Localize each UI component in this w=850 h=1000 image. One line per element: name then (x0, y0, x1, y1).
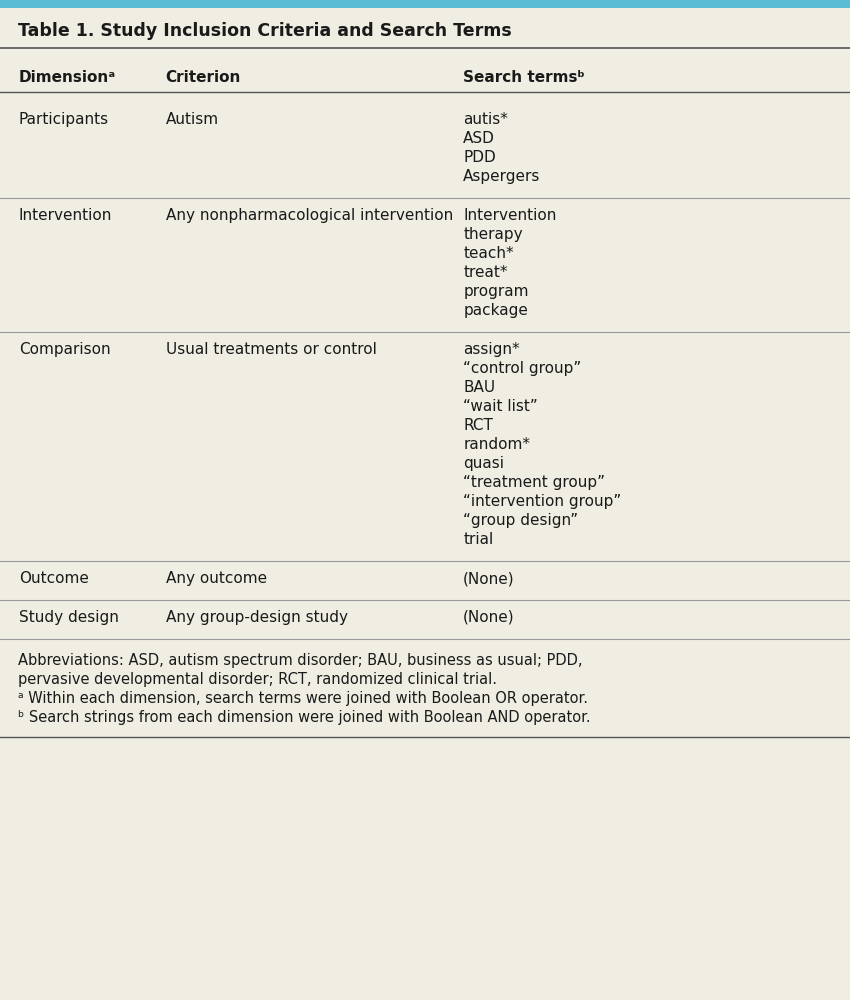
Text: autis*: autis* (463, 112, 508, 127)
Text: teach*: teach* (463, 246, 514, 261)
Text: program: program (463, 284, 529, 299)
Text: ASD: ASD (463, 131, 495, 146)
Text: Abbreviations: ASD, autism spectrum disorder; BAU, business as usual; PDD,: Abbreviations: ASD, autism spectrum diso… (18, 653, 582, 668)
Text: quasi: quasi (463, 456, 504, 471)
Text: Aspergers: Aspergers (463, 169, 541, 184)
Text: treat*: treat* (463, 265, 507, 280)
Text: package: package (463, 303, 528, 318)
Text: ᵇ Search strings from each dimension were joined with Boolean AND operator.: ᵇ Search strings from each dimension wer… (18, 710, 591, 725)
Text: Intervention: Intervention (463, 208, 557, 223)
Text: Search termsᵇ: Search termsᵇ (463, 70, 585, 85)
Text: Table 1. Study Inclusion Criteria and Search Terms: Table 1. Study Inclusion Criteria and Se… (18, 22, 512, 40)
Text: “control group”: “control group” (463, 361, 581, 376)
Text: Usual treatments or control: Usual treatments or control (166, 342, 377, 357)
Text: Autism: Autism (166, 112, 218, 127)
Text: ᵃ Within each dimension, search terms were joined with Boolean OR operator.: ᵃ Within each dimension, search terms we… (18, 691, 588, 706)
Text: (None): (None) (463, 571, 515, 586)
Text: “intervention group”: “intervention group” (463, 494, 621, 509)
Text: Criterion: Criterion (166, 70, 241, 85)
Bar (0, 0, 850, 8)
Text: Participants: Participants (19, 112, 109, 127)
Text: Comparison: Comparison (19, 342, 111, 357)
Text: Study design: Study design (19, 610, 118, 625)
Text: “wait list”: “wait list” (463, 399, 538, 414)
Text: therapy: therapy (463, 227, 523, 242)
Text: PDD: PDD (463, 150, 496, 165)
Text: BAU: BAU (463, 380, 496, 395)
Text: assign*: assign* (463, 342, 520, 357)
Text: Intervention: Intervention (19, 208, 112, 223)
Text: Dimensionᵃ: Dimensionᵃ (19, 70, 116, 85)
Text: trial: trial (463, 532, 494, 547)
Text: Any outcome: Any outcome (166, 571, 267, 586)
Text: Outcome: Outcome (19, 571, 88, 586)
Text: (None): (None) (463, 610, 515, 625)
Text: random*: random* (463, 437, 530, 452)
Text: Any nonpharmacological intervention: Any nonpharmacological intervention (166, 208, 453, 223)
Text: “group design”: “group design” (463, 513, 578, 528)
Text: “treatment group”: “treatment group” (463, 475, 605, 490)
Text: Any group-design study: Any group-design study (166, 610, 348, 625)
Text: RCT: RCT (463, 418, 493, 433)
Text: pervasive developmental disorder; RCT, randomized clinical trial.: pervasive developmental disorder; RCT, r… (18, 672, 497, 687)
